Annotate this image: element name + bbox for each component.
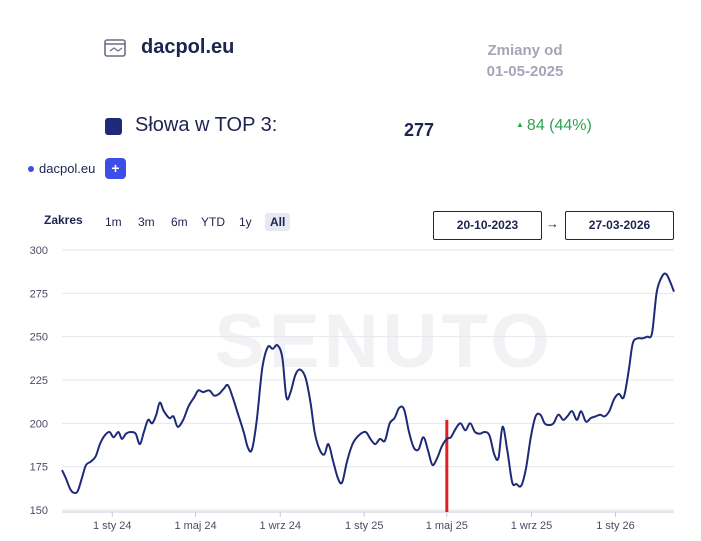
- series-line-path: [61, 272, 675, 495]
- changes-since: Zmiany od 01-05-2025: [460, 40, 590, 82]
- x-tick-label: 1 sty 25: [345, 520, 384, 532]
- keywords-value: 277: [404, 120, 435, 140]
- legend-label[interactable]: dacpol.eu: [39, 161, 96, 176]
- y-tick-label: 300: [30, 245, 48, 257]
- keywords-change-value: 84 (44%): [526, 117, 592, 134]
- range-button-all[interactable]: All: [265, 213, 291, 231]
- changes-label: Zmiany od: [487, 42, 563, 59]
- range-label: Zakres: [44, 213, 83, 227]
- keyword-color-square: [105, 118, 122, 135]
- legend-dot-icon: [28, 166, 34, 172]
- range-button-3m[interactable]: 3m: [138, 215, 155, 229]
- browser-window-icon: [104, 39, 126, 57]
- y-tick-label: 200: [30, 418, 48, 430]
- range-button-ytd[interactable]: YTD: [201, 215, 225, 229]
- range-button-6m[interactable]: 6m: [171, 215, 188, 229]
- add-domain-button[interactable]: +: [105, 158, 126, 179]
- keywords-label: Słowa w TOP 3:: [135, 114, 278, 136]
- date-range-arrow: →: [546, 216, 559, 231]
- y-tick-label: 250: [30, 332, 48, 344]
- series-line: [61, 272, 675, 495]
- x-tick-label: 1 sty 24: [93, 520, 132, 532]
- x-tick-label: 1 maj 24: [174, 520, 216, 532]
- site-title[interactable]: dacpol.eu: [141, 36, 235, 58]
- x-tick-label: 1 sty 26: [596, 520, 635, 532]
- up-arrow-icon: ▲: [516, 120, 524, 129]
- x-tick-label: 1 wrz 25: [511, 520, 553, 532]
- date-to-input[interactable]: 27-03-2026: [565, 211, 674, 240]
- x-axis: 1 sty 24 1 maj 24 1 wrz 24 1 sty 25 1 maj 25…: [62, 511, 674, 532]
- range-button-1m[interactable]: 1m: [105, 215, 122, 229]
- grid-lines: [62, 249, 674, 511]
- y-tick-label: 175: [30, 462, 48, 474]
- y-tick-label: 150: [30, 505, 48, 517]
- x-tick-label: 1 wrz 24: [259, 520, 301, 532]
- changes-date: 01-05-2025: [486, 63, 564, 80]
- x-tick-label: 1 maj 25: [426, 520, 468, 532]
- y-tick-label: 275: [30, 288, 48, 300]
- y-axis: 150 175 200 225 250 275 300: [30, 245, 48, 517]
- y-tick-label: 225: [30, 375, 48, 387]
- keywords-change: ▲ 84 (44%): [516, 117, 592, 135]
- range-button-1y[interactable]: 1y: [239, 215, 252, 229]
- senuto-watermark: SENUTO: [214, 299, 553, 384]
- date-from-input[interactable]: 20-10-2023: [433, 211, 542, 240]
